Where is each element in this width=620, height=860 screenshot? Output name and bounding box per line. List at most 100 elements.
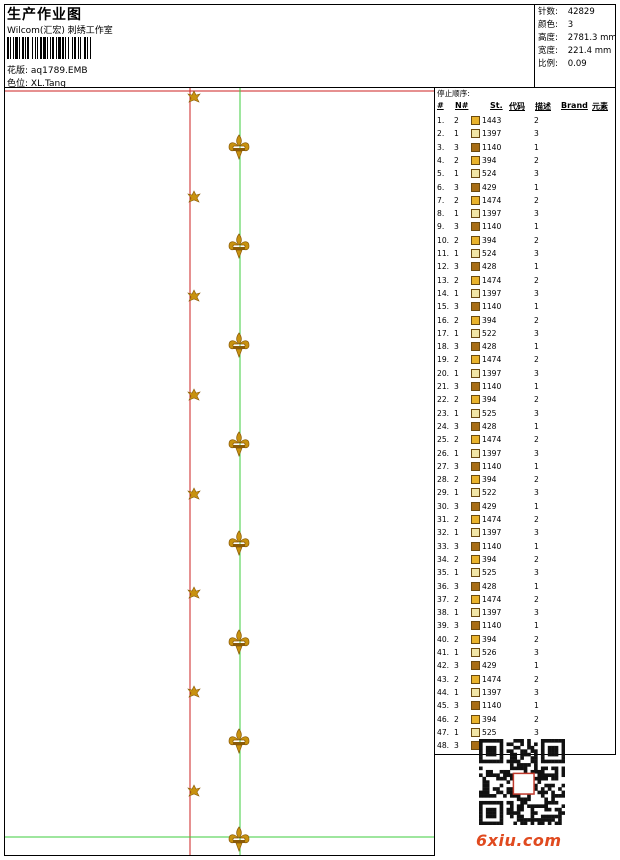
colorway-label: 色位: (7, 79, 29, 89)
row-index: 19. (437, 355, 450, 365)
thread-swatch (471, 475, 480, 485)
barcode-bar (47, 37, 48, 59)
barcode-bar (15, 37, 18, 59)
row-needle: 3 (454, 501, 459, 511)
table-row: 25. 2 1474 2 (436, 434, 616, 447)
row-code: 2 (534, 315, 539, 325)
row-needle: 2 (454, 634, 459, 644)
row-needle: 1 (454, 249, 459, 258)
row-code: 3 (534, 608, 539, 618)
row-needle: 2 (454, 475, 459, 485)
thread-swatch (471, 608, 480, 618)
row-stitches: 428 (482, 262, 497, 272)
row-code: 2 (534, 195, 539, 205)
row-index: 4. (437, 155, 445, 165)
barcode-bar (46, 37, 47, 59)
row-needle: 1 (454, 408, 459, 418)
row-needle: 1 (454, 687, 459, 697)
row-index: 11. (437, 249, 450, 258)
barcode-bar (37, 37, 38, 59)
thread-swatch (471, 275, 480, 285)
table-row: 35. 1 525 3 (436, 567, 616, 580)
design-preview (5, 88, 434, 855)
barcode-bar (61, 37, 62, 59)
barcode-bar (26, 37, 27, 59)
small-motif (187, 388, 201, 401)
barcode-bar (25, 37, 26, 59)
row-code: 1 (534, 581, 539, 591)
row-code: 2 (534, 674, 539, 684)
table-row: 5. 1 524 3 (436, 168, 616, 181)
row-stitches: 524 (482, 169, 497, 179)
table-row: 13. 2 1474 2 (436, 275, 616, 288)
col-header-needle: N# (455, 101, 469, 110)
qr-code (479, 739, 565, 825)
row-code: 1 (534, 262, 539, 272)
row-stitches: 1397 (482, 687, 502, 697)
row-needle: 3 (454, 182, 459, 192)
table-row: 22. 2 394 2 (436, 394, 616, 407)
row-index: 5. (437, 169, 445, 179)
table-row: 42. 3 429 1 (436, 660, 616, 673)
barcode-bar (76, 37, 78, 59)
row-index: 43. (437, 674, 450, 684)
row-needle: 3 (454, 342, 459, 352)
row-index: 26. (437, 448, 450, 458)
thread-swatch (471, 116, 480, 125)
row-code: 3 (534, 368, 539, 378)
row-needle: 2 (454, 714, 459, 724)
col-header-stitches: St. (490, 101, 503, 110)
barcode-bar (79, 37, 80, 59)
row-stitches: 1474 (482, 275, 502, 285)
row-code: 2 (534, 395, 539, 405)
barcode-bar (38, 37, 40, 59)
row-index: 34. (437, 554, 450, 564)
thread-swatch (471, 129, 480, 139)
row-needle: 2 (454, 515, 459, 524)
row-index: 45. (437, 701, 450, 711)
row-code: 2 (534, 594, 539, 604)
row-index: 36. (437, 581, 450, 591)
table-row: 36. 3 428 1 (436, 581, 616, 594)
row-index: 20. (437, 368, 450, 378)
row-index: 14. (437, 288, 450, 298)
table-row: 11. 1 524 3 (436, 248, 616, 261)
thread-swatch (471, 155, 480, 165)
small-motif (187, 289, 201, 302)
row-code: 1 (534, 342, 539, 352)
row-code: 3 (534, 328, 539, 338)
table-row: 2. 1 1397 3 (436, 128, 616, 141)
row-stitches: 394 (482, 714, 497, 724)
thread-swatch (471, 209, 480, 219)
row-index: 16. (437, 315, 450, 325)
table-row: 14. 1 1397 3 (436, 288, 616, 301)
row-code: 1 (534, 621, 539, 631)
table-row: 41. 1 526 3 (436, 647, 616, 660)
row-needle: 2 (454, 116, 459, 125)
row-needle: 1 (454, 488, 459, 498)
barcode-bar (24, 37, 25, 59)
row-stitches: 1397 (482, 368, 502, 378)
table-row: 38. 1 1397 3 (436, 607, 616, 620)
thread-swatch (471, 235, 480, 245)
row-index: 44. (437, 687, 450, 697)
row-stitches: 1397 (482, 448, 502, 458)
thread-swatch (471, 661, 480, 671)
row-stitches: 1474 (482, 195, 502, 205)
row-index: 30. (437, 501, 450, 511)
barcode-bar (51, 37, 52, 59)
watermark-logo: 6xiu.com (476, 831, 562, 850)
thread-swatch (471, 355, 480, 365)
stat-width: 宽度: 221.4 mm (538, 46, 612, 56)
thread-swatch (471, 395, 480, 405)
row-needle: 1 (454, 727, 459, 737)
row-code: 1 (534, 182, 539, 192)
barcode-bar (78, 37, 79, 59)
row-index: 27. (437, 461, 450, 471)
row-code: 3 (534, 528, 539, 538)
row-stitches: 1140 (482, 701, 502, 711)
table-row: 12. 3 428 1 (436, 261, 616, 274)
table-row: 1. 2 1443 2 (436, 115, 616, 128)
barcode-bar (14, 37, 15, 59)
thread-swatch (471, 581, 480, 591)
